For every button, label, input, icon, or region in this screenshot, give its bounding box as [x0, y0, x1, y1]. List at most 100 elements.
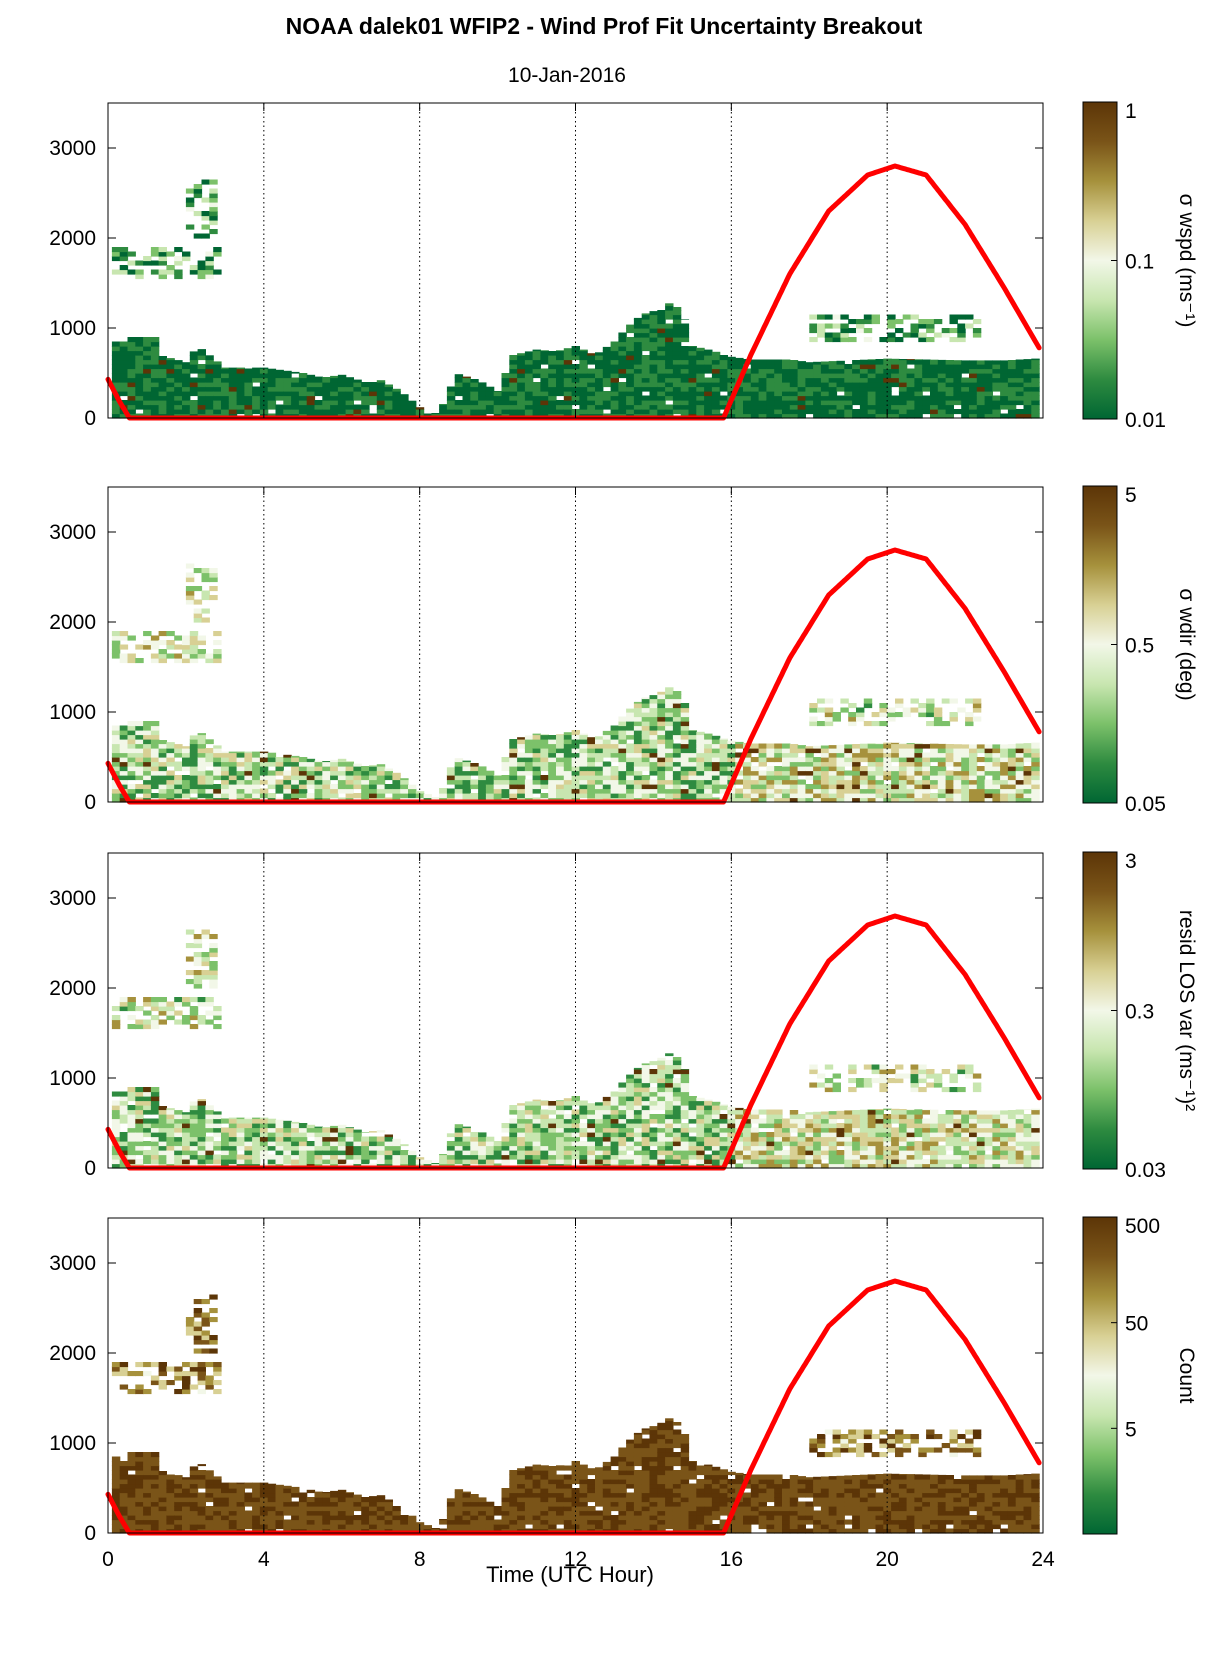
heatmap-cell	[680, 1082, 690, 1088]
heatmap-cell	[618, 788, 627, 794]
heatmap-cell	[641, 1150, 651, 1156]
heatmap-cell	[969, 409, 978, 415]
heatmap-cell	[976, 1141, 986, 1147]
heatmap-cell	[727, 1118, 736, 1124]
heatmap-cell	[571, 770, 580, 776]
heatmap-cell	[306, 1132, 316, 1138]
heatmap-cell	[127, 1109, 136, 1115]
heatmap-cell	[384, 770, 393, 776]
heatmap-cell	[166, 1001, 175, 1007]
heatmap-cell	[1000, 1145, 1009, 1151]
heatmap-cell	[704, 761, 713, 767]
heatmap-cell	[914, 1150, 923, 1156]
heatmap-cell	[166, 1108, 175, 1111]
heatmap-cell	[556, 368, 565, 374]
heatmap-cell	[1000, 770, 1009, 776]
heatmap-cell	[1031, 1150, 1040, 1156]
heatmap-cell	[891, 797, 900, 803]
heatmap-cell	[797, 377, 806, 383]
heatmap-cell	[610, 395, 619, 401]
heatmap-cell	[711, 404, 721, 410]
heatmap-cell	[836, 1110, 845, 1115]
heatmap-cell	[587, 761, 596, 767]
heatmap-cell	[867, 382, 877, 388]
heatmap-cell	[361, 409, 370, 415]
heatmap-cell	[135, 404, 144, 410]
heatmap-cell	[517, 770, 526, 776]
heatmap-cell	[610, 359, 619, 365]
heatmap-cell	[337, 1124, 347, 1129]
heatmap-cell	[1031, 788, 1040, 794]
heatmap-cell	[143, 377, 152, 383]
heatmap-cell	[306, 1154, 316, 1160]
heatmap-cell	[953, 1114, 962, 1120]
heatmap-cell	[789, 1118, 799, 1124]
heatmap-cell	[922, 1159, 931, 1165]
heatmap-cell	[189, 770, 199, 776]
heatmap-cell	[937, 1118, 947, 1124]
heatmap-cell	[949, 337, 958, 343]
heatmap-cell	[805, 1112, 814, 1115]
heatmap-cell	[696, 1154, 705, 1160]
heatmap-cell	[891, 1159, 900, 1165]
heatmap-cell	[501, 386, 510, 392]
heatmap-cell	[127, 997, 136, 1003]
heatmap-cell	[509, 761, 518, 767]
heatmap-cell	[953, 770, 962, 776]
heatmap-cell	[291, 793, 300, 799]
heatmap-cell	[587, 1145, 596, 1151]
heatmap-cell	[517, 377, 526, 383]
heatmap-cell	[782, 1123, 791, 1129]
heatmap-cell	[174, 744, 183, 749]
heatmap-cell	[844, 788, 853, 794]
heatmap-cell	[657, 707, 666, 713]
heatmap-cell	[470, 395, 479, 401]
heatmap-cell	[322, 382, 331, 388]
heatmap-cell	[182, 1136, 191, 1142]
heatmap-cell	[902, 314, 912, 320]
heatmap-cell	[548, 1132, 557, 1138]
heatmap-cell	[337, 386, 347, 392]
heatmap-cell	[813, 361, 822, 365]
heatmap-cell	[657, 319, 666, 325]
heatmap-cell	[182, 1127, 191, 1133]
heatmap-cell	[314, 784, 323, 790]
heatmap-cell	[641, 1091, 651, 1097]
heatmap-cell	[840, 707, 849, 713]
heatmap-cell	[696, 1159, 705, 1165]
heatmap-cell	[984, 793, 993, 799]
heatmap-cell	[657, 1150, 666, 1156]
heatmap-cell	[213, 368, 222, 374]
heatmap-cell	[306, 766, 316, 772]
heatmap-cell	[665, 391, 674, 397]
heatmap-cell	[641, 328, 651, 334]
heatmap-cell	[571, 364, 580, 370]
heatmap-cell	[992, 395, 1001, 401]
heatmap-cell	[883, 364, 892, 370]
heatmap-cell	[306, 1145, 316, 1151]
heatmap-cell	[221, 752, 230, 758]
heatmap-cell	[711, 761, 721, 767]
heatmap-cell	[174, 1019, 183, 1025]
heatmap-cell	[252, 391, 261, 397]
heatmap-cell	[478, 1150, 487, 1156]
heatmap-cell	[127, 793, 136, 799]
heatmap-cell	[782, 1132, 791, 1138]
heatmap-cell	[517, 793, 526, 799]
heatmap-cell	[945, 761, 954, 767]
heatmap-cell	[509, 373, 518, 379]
heatmap-cell	[743, 395, 752, 401]
heatmap-cell	[859, 1154, 869, 1160]
heatmap-cell	[836, 1136, 845, 1142]
heatmap-cell	[680, 368, 690, 374]
heatmap-cell	[696, 1114, 705, 1120]
heatmap-cell	[322, 1159, 331, 1165]
heatmap-cell	[174, 1154, 183, 1160]
heatmap-cell	[197, 743, 206, 749]
heatmap-cell	[244, 1154, 253, 1160]
heatmap-cell	[665, 1132, 674, 1138]
heatmap-cell	[228, 377, 238, 383]
heatmap-cell	[1023, 1114, 1032, 1120]
heatmap-cell	[813, 1154, 822, 1160]
heatmap-cell	[953, 757, 962, 763]
